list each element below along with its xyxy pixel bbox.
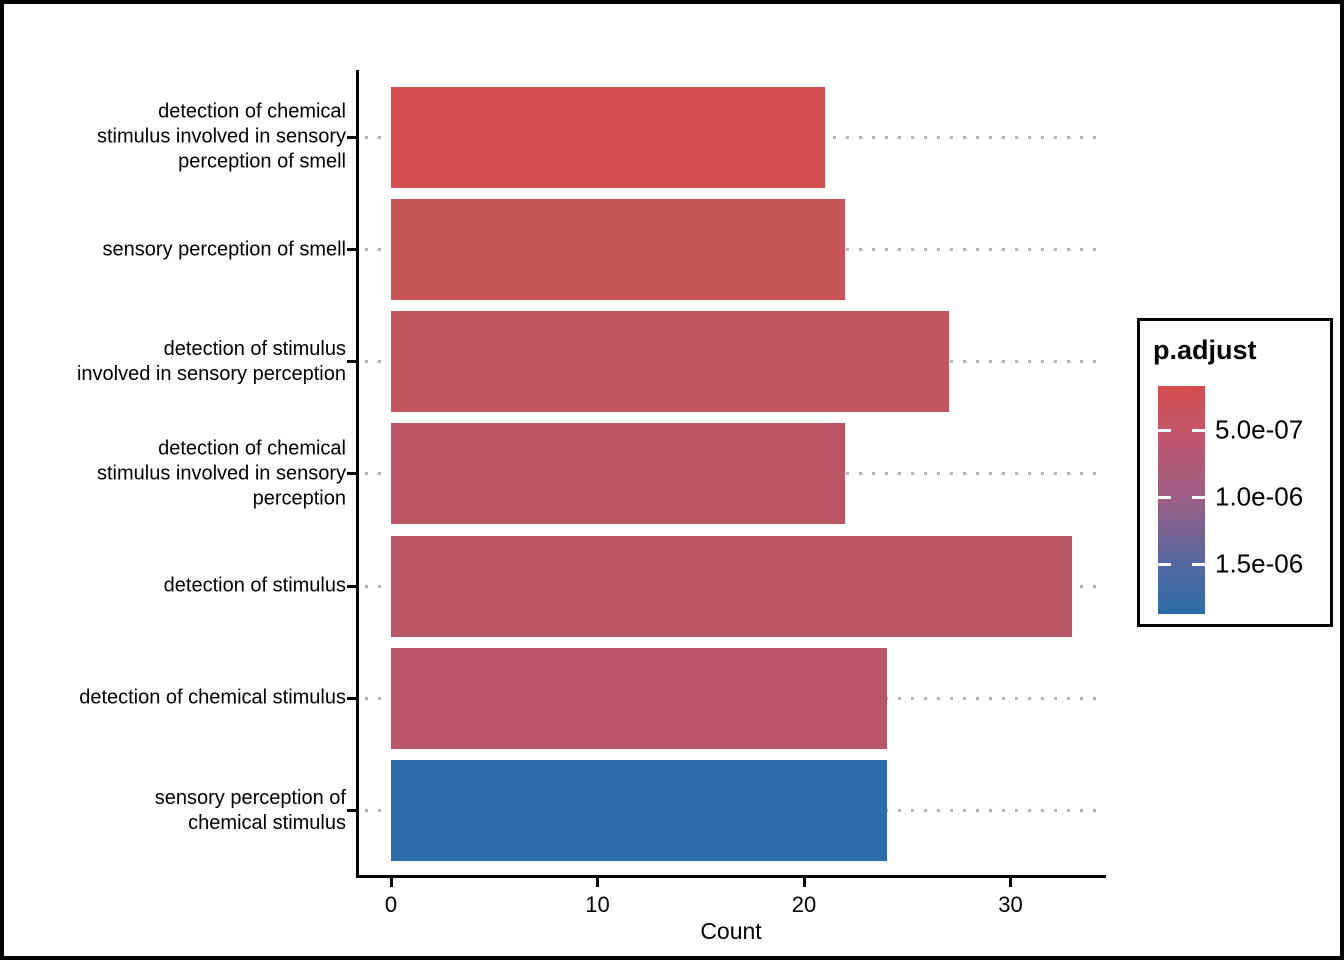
category-label: detection of stimulus: [163, 574, 346, 597]
bar: [391, 647, 887, 749]
category-label: detection of chemical stimulus involved …: [97, 100, 346, 173]
bar: [391, 423, 846, 525]
colorbar-tick: [1158, 428, 1171, 432]
colorbar-tick-label: 1.0e-06: [1215, 481, 1304, 512]
x-axis-tick: [596, 878, 599, 887]
x-axis-tick: [389, 878, 393, 887]
colorbar-tick: [1192, 428, 1205, 432]
y-axis-tick: [347, 809, 356, 812]
legend-title: p.adjust: [1153, 335, 1257, 365]
x-axis-tick: [802, 878, 806, 887]
bar: [391, 86, 825, 188]
colorbar-tick-label: 1.5e-06: [1215, 548, 1304, 579]
legend-colorbar: [1158, 386, 1205, 614]
y-axis-tick: [347, 248, 356, 251]
colorbar-tick: [1158, 562, 1171, 566]
bar: [391, 311, 949, 413]
legend-box: p.adjust 5.0e-07 1.0e-06 1.5e-06: [1137, 318, 1333, 627]
bar: [391, 535, 1073, 637]
y-axis-tick: [347, 135, 356, 139]
bar: [391, 199, 846, 300]
x-axis-tick-label: 0: [384, 892, 398, 917]
y-axis-tick: [347, 696, 356, 700]
bar: [391, 760, 887, 861]
y-axis-tick: [347, 584, 356, 588]
colorbar-tick: [1192, 562, 1205, 566]
colorbar-tick: [1158, 495, 1171, 499]
colorbar-tick: [1192, 495, 1205, 499]
x-axis-tick-label: 30: [998, 892, 1023, 917]
category-label: detection of stimulus involved in sensor…: [76, 337, 346, 385]
y-axis-tick: [347, 360, 356, 364]
x-axis-tick-label: 20: [791, 892, 817, 917]
x-axis-tick-label: 10: [585, 892, 610, 917]
category-label: sensory perception of chemical stimulus: [154, 786, 346, 834]
colorbar-tick-label: 5.0e-07: [1215, 414, 1304, 445]
category-label: sensory perception of smell: [102, 238, 346, 260]
x-axis-tick: [1009, 878, 1012, 887]
category-label: detection of chemical stimulus: [79, 686, 346, 709]
x-axis-title: Count: [700, 918, 762, 944]
y-axis-tick: [347, 472, 356, 476]
plot-panel: [356, 70, 1106, 878]
category-label: detection of chemical stimulus involved …: [97, 437, 346, 510]
